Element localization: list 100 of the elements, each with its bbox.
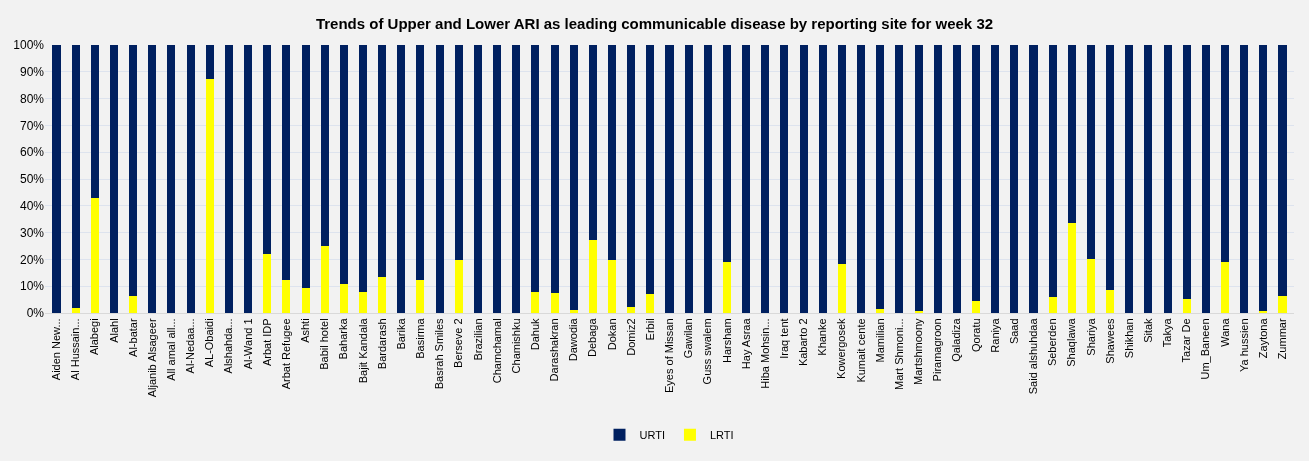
bar bbox=[914, 45, 923, 311]
bar bbox=[627, 45, 636, 308]
bar bbox=[358, 291, 368, 313]
chart-title: Trends of Upper and Lower ARI as leading communicable disease by reporting site for week 32 bbox=[315, 14, 994, 32]
x-tick-label: Alahl bbox=[107, 318, 120, 343]
bar bbox=[90, 197, 99, 313]
bar bbox=[1278, 45, 1287, 296]
x-tick-label: Debaga bbox=[586, 317, 599, 357]
x-tick-label: Arbat IDP bbox=[260, 318, 273, 367]
x-tick-label: Seberden bbox=[1046, 318, 1059, 367]
x-tick-label: Ya hussien bbox=[1237, 318, 1250, 373]
bar bbox=[588, 45, 597, 240]
bar bbox=[703, 45, 712, 313]
x-tick-label: Zummar bbox=[1276, 318, 1289, 360]
x-tick-label: Bardarash bbox=[375, 318, 388, 370]
bar bbox=[952, 45, 961, 313]
y-tick-label: 10% bbox=[19, 279, 45, 294]
bar bbox=[531, 291, 540, 313]
bar bbox=[282, 45, 291, 280]
bar bbox=[722, 45, 731, 263]
x-tick-label: Um_Baneen bbox=[1199, 318, 1212, 380]
bar bbox=[1240, 45, 1249, 313]
bar bbox=[914, 310, 923, 313]
bar bbox=[876, 308, 885, 313]
bar bbox=[358, 45, 368, 292]
x-tick-label: Sitak bbox=[1141, 317, 1154, 343]
x-tick-label: Chamchamal bbox=[490, 318, 503, 384]
x-tick-label: Saad bbox=[1007, 318, 1020, 345]
bar bbox=[320, 246, 329, 313]
x-tick-label: Guss swalem bbox=[701, 318, 714, 385]
bar bbox=[933, 45, 942, 313]
bar bbox=[761, 45, 770, 313]
bar bbox=[301, 287, 310, 313]
bar bbox=[320, 45, 329, 246]
x-tick-label: Raniya bbox=[988, 317, 1001, 353]
bar bbox=[971, 300, 981, 313]
bar bbox=[608, 260, 617, 313]
bar bbox=[971, 45, 981, 301]
x-tick-label: Shariya bbox=[1084, 317, 1097, 356]
bar bbox=[1048, 45, 1057, 298]
y-tick-label: 0% bbox=[26, 306, 45, 321]
x-tick-label: Erbil bbox=[643, 318, 656, 341]
x-tick-label: Babil hotel bbox=[318, 318, 331, 370]
x-tick-label: Bajit Kandala bbox=[356, 317, 369, 384]
bar bbox=[109, 45, 118, 313]
y-tick-label: 80% bbox=[19, 91, 45, 106]
bar bbox=[339, 284, 348, 313]
y-tick-label: 60% bbox=[19, 145, 45, 160]
bar bbox=[1221, 261, 1230, 313]
bar bbox=[837, 264, 846, 313]
bar bbox=[1259, 310, 1268, 313]
bar bbox=[1278, 295, 1287, 313]
bar bbox=[205, 78, 214, 313]
bar bbox=[167, 45, 176, 313]
bar bbox=[684, 45, 693, 313]
bar bbox=[1163, 45, 1172, 313]
y-tick-label: 90% bbox=[19, 65, 45, 79]
bar bbox=[1106, 290, 1115, 313]
x-tick-label: Aljanib Alsageer bbox=[145, 318, 158, 398]
bar bbox=[301, 45, 310, 288]
bar bbox=[282, 279, 291, 313]
bar bbox=[71, 307, 80, 313]
x-tick-label: Piramagroon bbox=[931, 318, 944, 382]
x-tick-label: Al Hussain... bbox=[69, 318, 82, 381]
x-tick-label: Arbat Refugee bbox=[279, 318, 292, 390]
bar bbox=[550, 45, 559, 293]
x-tick-label: Alabegi bbox=[88, 318, 101, 356]
x-tick-label: Kowergosek bbox=[835, 317, 848, 379]
x-tick-label: Baharka bbox=[337, 317, 350, 360]
y-tick-label: 50% bbox=[19, 172, 45, 187]
legend-label: LRTI bbox=[709, 428, 734, 441]
bar bbox=[1259, 45, 1268, 311]
bar bbox=[608, 45, 617, 261]
bar bbox=[1067, 45, 1076, 224]
bar bbox=[569, 310, 578, 313]
bar bbox=[799, 45, 808, 313]
bar bbox=[454, 45, 463, 261]
bar bbox=[1106, 45, 1115, 291]
bar bbox=[90, 45, 99, 198]
bar bbox=[1125, 45, 1134, 313]
x-tick-label: Berseve 2 bbox=[452, 318, 465, 368]
bar bbox=[263, 254, 272, 313]
x-tick-label: AL-Obaidi bbox=[203, 318, 216, 368]
bar bbox=[857, 45, 866, 313]
bar bbox=[991, 45, 1000, 313]
x-tick-label: Kumait cente bbox=[854, 318, 867, 383]
bar bbox=[1067, 223, 1076, 313]
bar bbox=[895, 45, 904, 313]
bar bbox=[129, 295, 138, 313]
bar bbox=[224, 45, 233, 313]
x-tick-label: Darashakran bbox=[548, 318, 561, 382]
bar bbox=[1086, 45, 1095, 260]
bar bbox=[818, 45, 827, 313]
x-tick-label: Martshmoony bbox=[912, 317, 925, 386]
bar bbox=[646, 45, 655, 294]
bar bbox=[435, 45, 444, 313]
x-tick-label: Dawodia bbox=[567, 317, 580, 362]
bar bbox=[205, 45, 214, 79]
bar bbox=[71, 45, 80, 308]
x-tick-label: Harsham bbox=[720, 318, 733, 364]
